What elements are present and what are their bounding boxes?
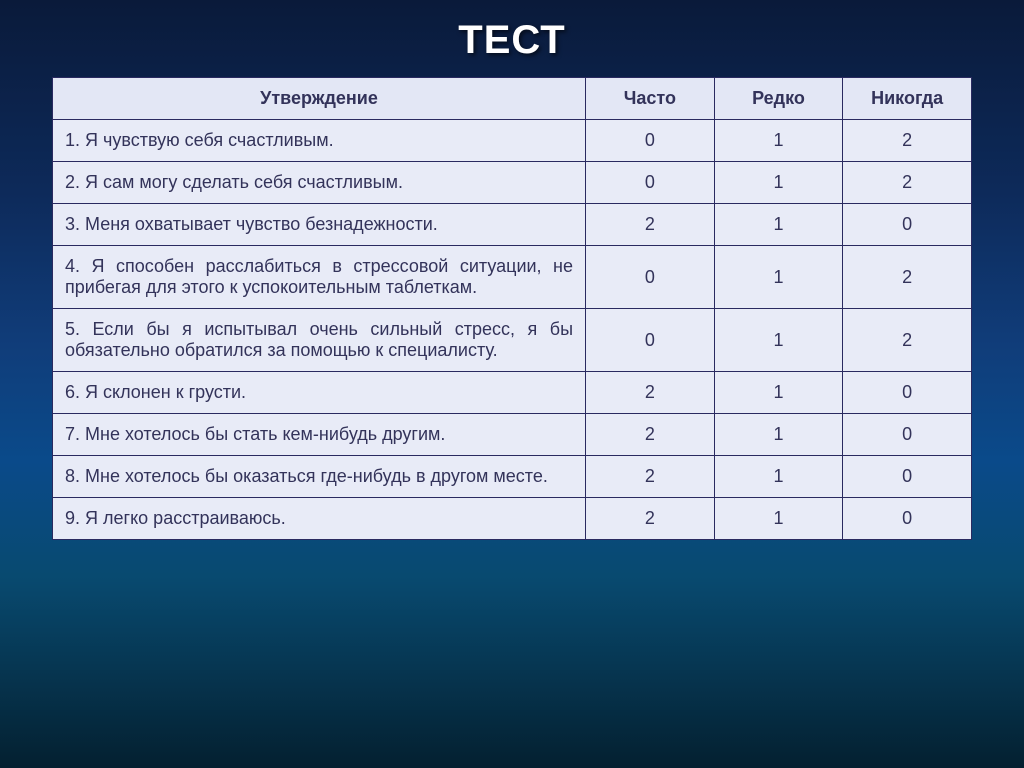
score-cell: 0 [843,372,972,414]
test-table-container: Утверждение Часто Редко Никогда 1. Я чув… [52,77,972,540]
statement-cell: 7. Мне хотелось бы стать кем-нибудь друг… [53,414,586,456]
score-cell: 1 [714,372,843,414]
score-cell: 0 [586,309,715,372]
page-title: ТЕСТ [0,0,1024,77]
table-header-row: Утверждение Часто Редко Никогда [53,78,972,120]
score-cell: 1 [714,309,843,372]
statement-cell: 6. Я склонен к грусти. [53,372,586,414]
score-cell: 0 [586,246,715,309]
table-body: 1. Я чувствую себя счастливым.0122. Я са… [53,120,972,540]
score-cell: 1 [714,498,843,540]
header-statement: Утверждение [53,78,586,120]
score-cell: 2 [843,120,972,162]
table-row: 5. Если бы я испытывал очень сильный стр… [53,309,972,372]
score-cell: 2 [586,204,715,246]
statement-cell: 2. Я сам могу сделать себя счастливым. [53,162,586,204]
table-row: 1. Я чувствую себя счастливым.012 [53,120,972,162]
score-cell: 2 [843,246,972,309]
score-cell: 1 [714,246,843,309]
statement-cell: 1. Я чувствую себя счастливым. [53,120,586,162]
score-cell: 1 [714,456,843,498]
statement-cell: 8. Мне хотелось бы оказаться где-нибудь … [53,456,586,498]
score-cell: 2 [843,162,972,204]
table-row: 8. Мне хотелось бы оказаться где-нибудь … [53,456,972,498]
score-cell: 2 [586,456,715,498]
table-row: 3. Меня охватывает чувство безнадежности… [53,204,972,246]
score-cell: 0 [843,204,972,246]
score-cell: 0 [586,120,715,162]
header-often: Часто [586,78,715,120]
statement-cell: 3. Меня охватывает чувство безнадежности… [53,204,586,246]
score-cell: 0 [843,456,972,498]
header-rarely: Редко [714,78,843,120]
score-cell: 2 [843,309,972,372]
score-cell: 0 [843,414,972,456]
score-cell: 1 [714,120,843,162]
test-table: Утверждение Часто Редко Никогда 1. Я чув… [52,77,972,540]
table-row: 9. Я легко расстраиваюсь.210 [53,498,972,540]
table-row: 6. Я склонен к грусти.210 [53,372,972,414]
score-cell: 1 [714,414,843,456]
score-cell: 2 [586,414,715,456]
score-cell: 1 [714,204,843,246]
score-cell: 2 [586,498,715,540]
statement-cell: 4. Я способен расслабиться в стрессовой … [53,246,586,309]
table-row: 2. Я сам могу сделать себя счастливым.01… [53,162,972,204]
header-never: Никогда [843,78,972,120]
score-cell: 0 [586,162,715,204]
statement-cell: 5. Если бы я испытывал очень сильный стр… [53,309,586,372]
score-cell: 2 [586,372,715,414]
score-cell: 1 [714,162,843,204]
statement-cell: 9. Я легко расстраиваюсь. [53,498,586,540]
score-cell: 0 [843,498,972,540]
table-row: 7. Мне хотелось бы стать кем-нибудь друг… [53,414,972,456]
table-row: 4. Я способен расслабиться в стрессовой … [53,246,972,309]
